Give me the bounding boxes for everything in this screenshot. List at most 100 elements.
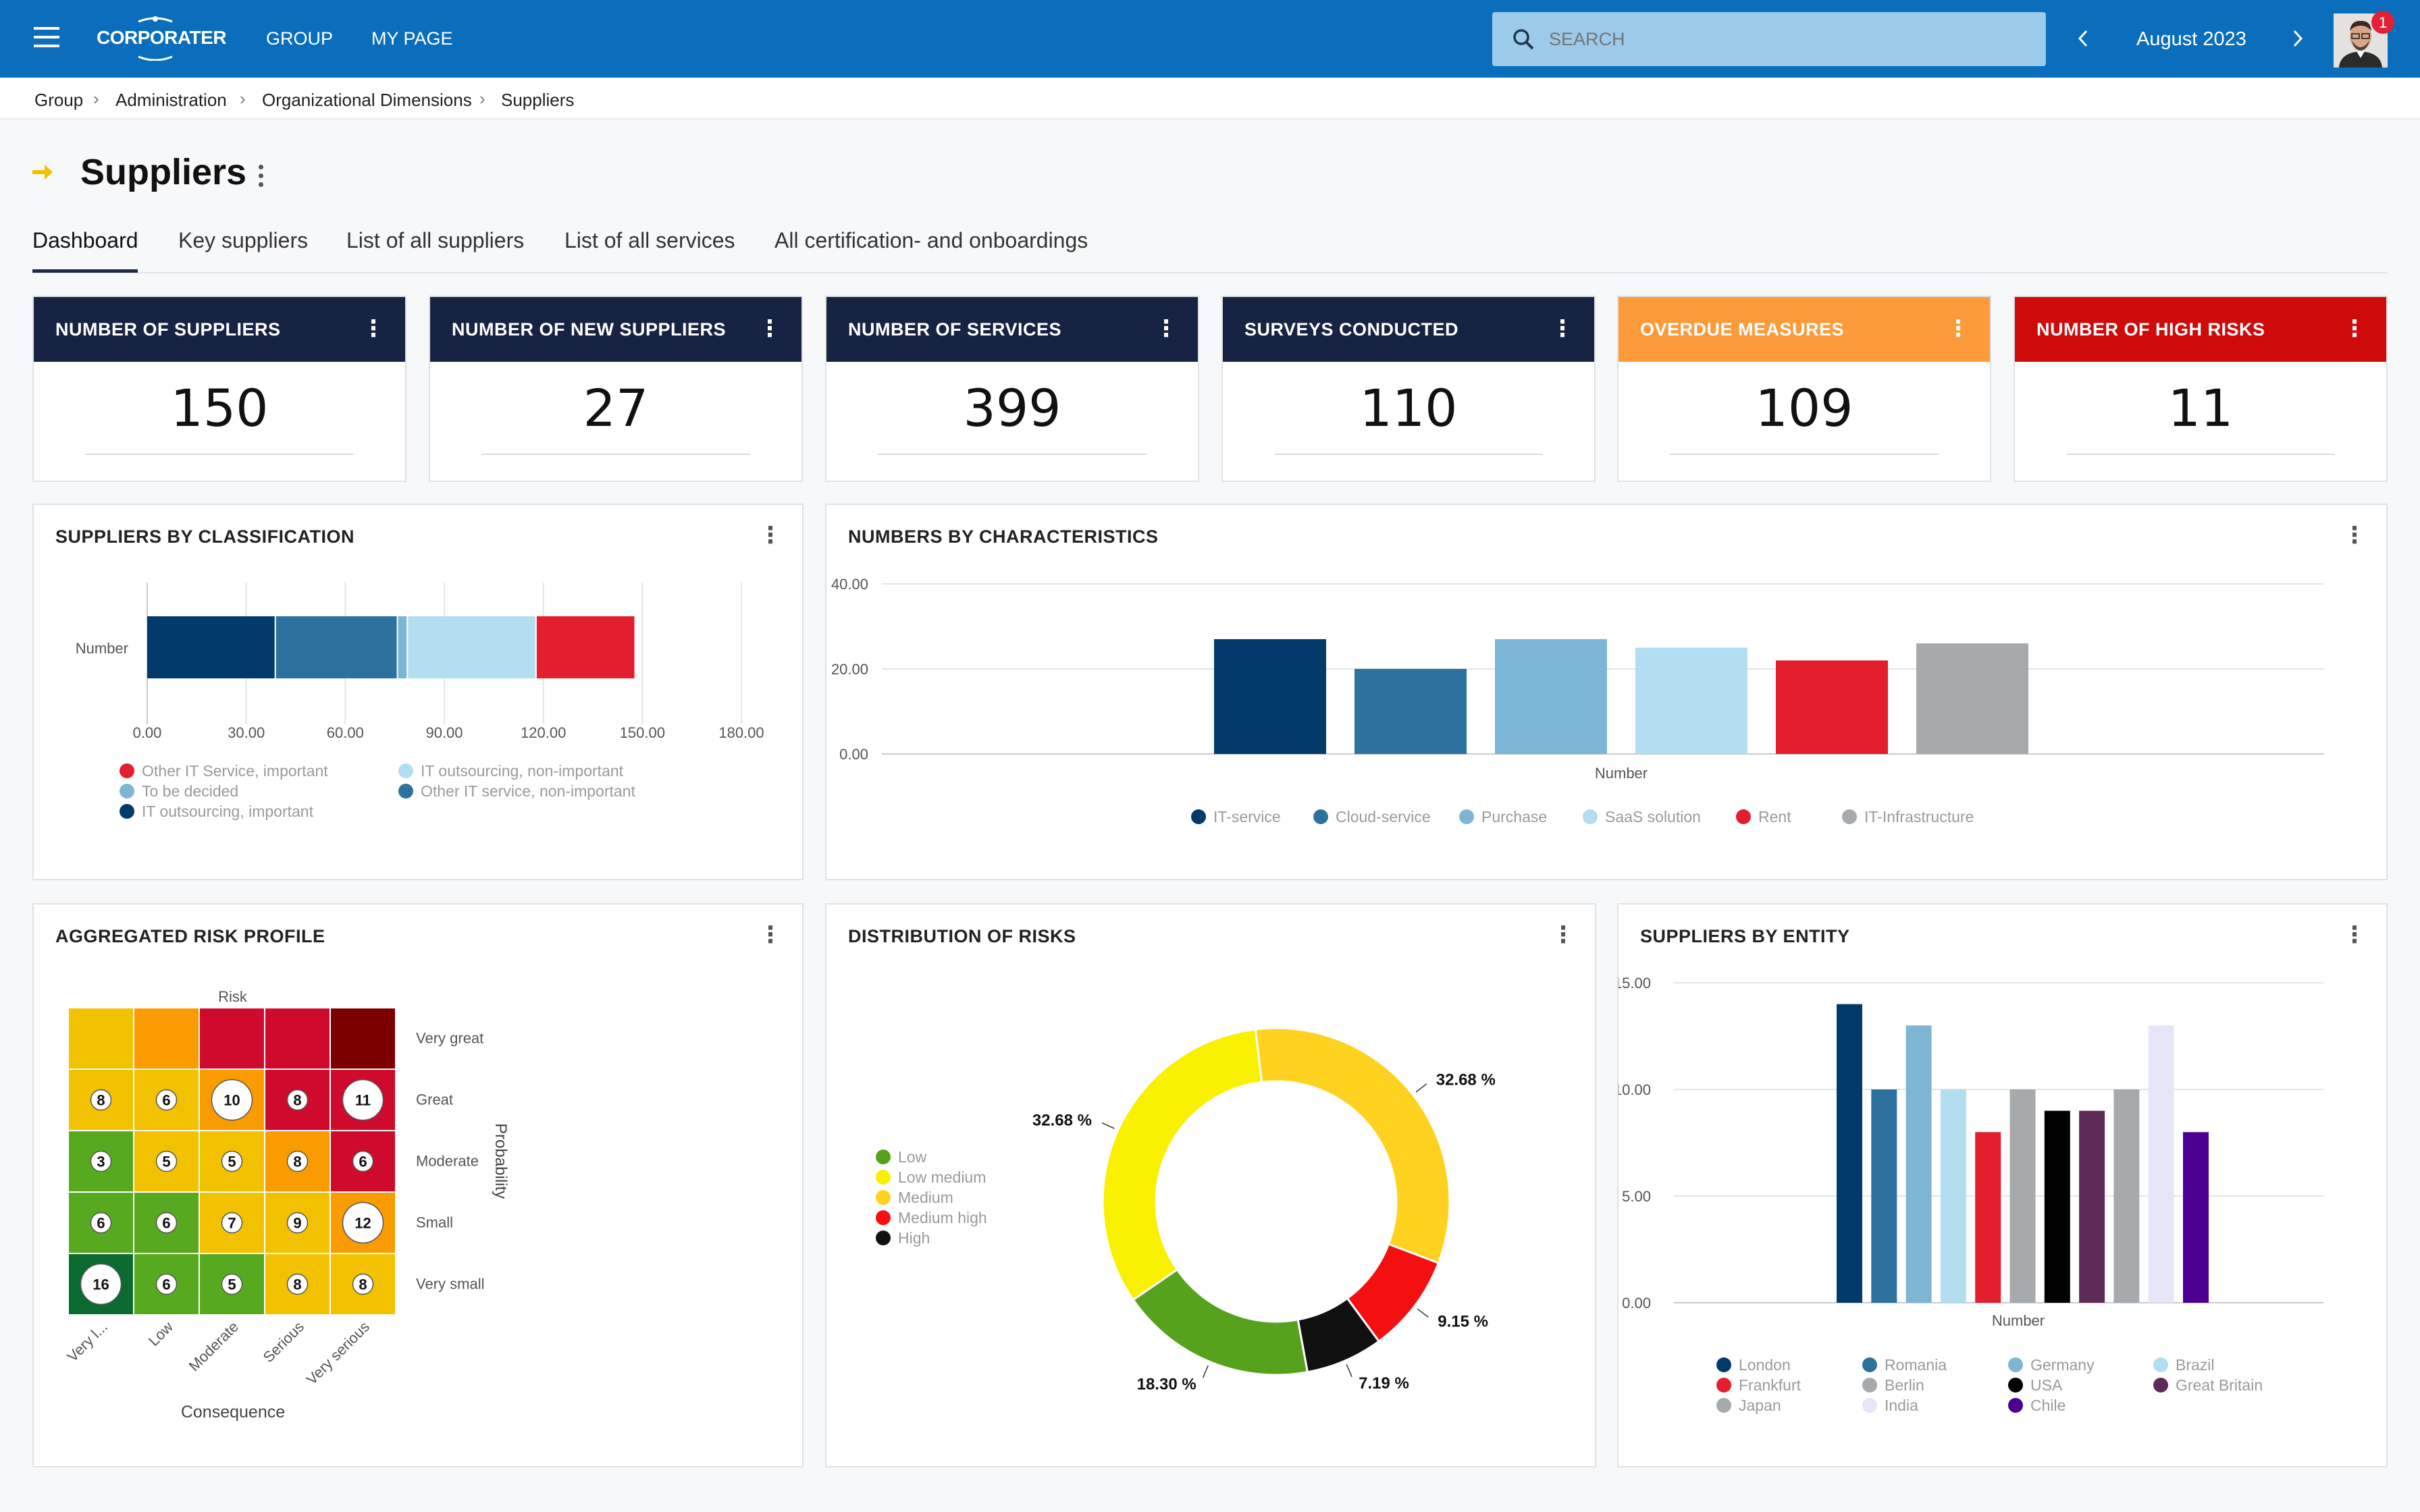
kpi-options-icon[interactable]: ⋮ bbox=[758, 316, 781, 342]
legend-entry: London bbox=[1739, 1356, 1791, 1374]
panel-title: AGGREGATED RISK PROFILE bbox=[55, 926, 325, 946]
breadcrumb-org-dimensions[interactable]: Organizational Dimensions bbox=[262, 90, 472, 110]
brand-logo[interactable]: CORPORATER bbox=[97, 12, 227, 61]
x-category-label: Very serious bbox=[303, 1318, 373, 1388]
panel-options-icon[interactable]: ⋮ bbox=[2343, 522, 2366, 548]
x-category-label: Moderate bbox=[186, 1318, 242, 1374]
legend-marker bbox=[1583, 809, 1598, 824]
legend-entry: High bbox=[898, 1229, 930, 1247]
panel-suppliers-by-classification: SUPPLIERS BY CLASSIFICATION ⋮ 0.00 30.00 6… bbox=[32, 504, 804, 880]
panel-options-icon[interactable]: ⋮ bbox=[759, 522, 782, 548]
legend-entry: IT outsourcing, important bbox=[142, 803, 314, 820]
legend-marker bbox=[2008, 1357, 2023, 1372]
x-axis-label: Number bbox=[1992, 1312, 2045, 1329]
legend-marker bbox=[876, 1231, 891, 1245]
tab-list-of-all-suppliers[interactable]: List of all suppliers bbox=[346, 228, 525, 252]
kpi-divider bbox=[481, 454, 750, 455]
x-category-label: Very l... bbox=[63, 1318, 111, 1366]
count-bubble bbox=[80, 1263, 122, 1305]
bar bbox=[1635, 647, 1747, 754]
top-bar: CORPORATER GROUP MY PAGE August 2023 1 bbox=[0, 0, 2420, 78]
count-bubble bbox=[221, 1212, 243, 1234]
legend-entry: Medium high bbox=[898, 1209, 987, 1226]
panel-title: SUPPLIERS BY CLASSIFICATION bbox=[55, 526, 355, 547]
kpi-options-icon[interactable]: ⋮ bbox=[1551, 316, 1574, 342]
panel-options-icon[interactable]: ⋮ bbox=[1552, 922, 1575, 948]
x-tick-label: 30.00 bbox=[228, 724, 265, 741]
chevron-right-icon[interactable] bbox=[2289, 28, 2305, 49]
kpi-card-suppliers: NUMBER OF SUPPLIERS ⋮ 150 bbox=[32, 296, 406, 482]
search-box[interactable] bbox=[1492, 12, 2046, 66]
breadcrumb-separator-icon: › bbox=[93, 88, 99, 109]
tab-certification-onboardings[interactable]: All certification- and onboardings bbox=[774, 228, 1088, 252]
chevron-left-icon[interactable] bbox=[2076, 28, 2092, 49]
legend-entry: Low bbox=[898, 1148, 927, 1166]
count-bubble bbox=[90, 1212, 112, 1234]
panel-distribution-of-risks: DISTRIBUTION OF RISKS ⋮ 32.68 % 9.15 % 7.1… bbox=[825, 903, 1596, 1467]
y-tick-label: 20.00 bbox=[831, 661, 868, 678]
nav-group[interactable]: GROUP bbox=[266, 28, 334, 49]
count-label: 7 bbox=[228, 1215, 236, 1232]
legend-entry: SaaS solution bbox=[1605, 808, 1701, 826]
breadcrumb: Group › Administration › Organizational … bbox=[0, 78, 2420, 119]
kpi-label: NUMBER OF SERVICES bbox=[848, 319, 1062, 340]
kpi-card-high-risks: NUMBER OF HIGH RISKS ⋮ 11 bbox=[2014, 296, 2388, 482]
panel-suppliers-by-entity: SUPPLIERS BY ENTITY ⋮ 0.00 5.00 10.00 15.00… bbox=[1617, 903, 2388, 1467]
legend-entry: IT-Infrastructure bbox=[1864, 808, 1974, 826]
kpi-options-icon[interactable]: ⋮ bbox=[2343, 316, 2366, 342]
search-input[interactable] bbox=[1549, 26, 2022, 53]
bar bbox=[1975, 1132, 2001, 1303]
panel-options-icon[interactable]: ⋮ bbox=[2343, 922, 2366, 948]
nav-my-page[interactable]: MY PAGE bbox=[371, 28, 453, 49]
count-label: 16 bbox=[93, 1276, 109, 1293]
bar bbox=[1916, 643, 2028, 754]
count-label: 8 bbox=[293, 1092, 301, 1109]
legend-marker bbox=[1191, 809, 1206, 824]
breadcrumb-administration[interactable]: Administration bbox=[115, 90, 227, 110]
tab-key-suppliers[interactable]: Key suppliers bbox=[178, 228, 309, 252]
legend-marker bbox=[1313, 809, 1328, 824]
label-connector bbox=[1417, 1308, 1429, 1318]
kpi-value: 150 bbox=[170, 378, 269, 438]
bar bbox=[1871, 1089, 1897, 1303]
kpi-options-icon[interactable]: ⋮ bbox=[1155, 316, 1178, 342]
kpi-header: NUMBER OF HIGH RISKS ⋮ bbox=[2015, 297, 2386, 362]
breadcrumb-suppliers[interactable]: Suppliers bbox=[501, 90, 575, 110]
arrow-right-icon bbox=[32, 165, 53, 180]
donut-slice bbox=[1101, 1028, 1263, 1301]
x-tick-label: 120.00 bbox=[521, 724, 566, 741]
legend-marker bbox=[1736, 809, 1751, 824]
tab-list-of-all-services[interactable]: List of all services bbox=[564, 228, 735, 252]
legend-marker bbox=[876, 1170, 891, 1185]
breadcrumb-separator-icon: › bbox=[240, 88, 246, 109]
y-category-label: Very small bbox=[416, 1276, 484, 1293]
legend-entry: Purchase bbox=[1481, 808, 1547, 826]
period-label[interactable]: August 2023 bbox=[2136, 28, 2246, 50]
page-title: Suppliers bbox=[80, 152, 247, 192]
hamburger-menu-icon[interactable] bbox=[34, 27, 59, 49]
kpi-options-icon[interactable]: ⋮ bbox=[362, 316, 385, 342]
slice-label: 7.19 % bbox=[1359, 1374, 1409, 1393]
count-bubble bbox=[155, 1212, 178, 1234]
notification-badge[interactable]: 1 bbox=[2371, 11, 2394, 34]
count-bubble bbox=[155, 1150, 178, 1172]
count-bubble bbox=[286, 1150, 309, 1172]
panel-options-icon[interactable]: ⋮ bbox=[759, 922, 782, 948]
slice-label: 32.68 % bbox=[1436, 1071, 1496, 1089]
legend-marker bbox=[120, 763, 134, 778]
tab-dashboard[interactable]: Dashboard bbox=[32, 228, 138, 252]
bar bbox=[1354, 669, 1467, 754]
legend-entry: Frankfurt bbox=[1739, 1376, 1801, 1394]
page-options-icon[interactable] bbox=[257, 163, 265, 190]
kpi-card-services: NUMBER OF SERVICES ⋮ 399 bbox=[825, 296, 1199, 482]
kpi-divider bbox=[85, 454, 354, 455]
x-category-label: Low bbox=[145, 1318, 176, 1349]
bar bbox=[2113, 1089, 2140, 1303]
kpi-options-icon[interactable]: ⋮ bbox=[1947, 316, 1970, 342]
y-tick-label: 15.00 bbox=[1619, 975, 1651, 992]
donut-slice bbox=[1254, 1027, 1451, 1265]
tab-active-indicator bbox=[32, 269, 138, 273]
count-bubble bbox=[286, 1212, 309, 1234]
kpi-label: NUMBER OF HIGH RISKS bbox=[2036, 319, 2265, 340]
breadcrumb-group[interactable]: Group bbox=[34, 90, 84, 110]
